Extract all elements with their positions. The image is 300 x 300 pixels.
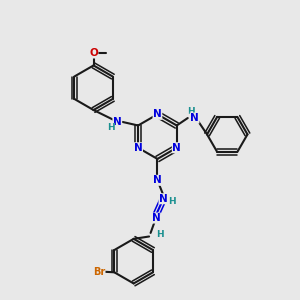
Text: O: O — [89, 48, 98, 58]
Text: H: H — [188, 107, 195, 116]
Text: N: N — [159, 194, 168, 204]
Text: Br: Br — [93, 267, 105, 277]
Text: H: H — [168, 197, 176, 206]
Text: N: N — [190, 113, 199, 123]
Text: N: N — [113, 117, 122, 127]
Text: N: N — [134, 143, 142, 153]
Text: N: N — [172, 143, 181, 153]
Text: H: H — [107, 123, 114, 132]
Text: N: N — [153, 175, 162, 185]
Text: H: H — [156, 230, 164, 239]
Text: N: N — [153, 109, 162, 119]
Text: N: N — [152, 213, 160, 223]
